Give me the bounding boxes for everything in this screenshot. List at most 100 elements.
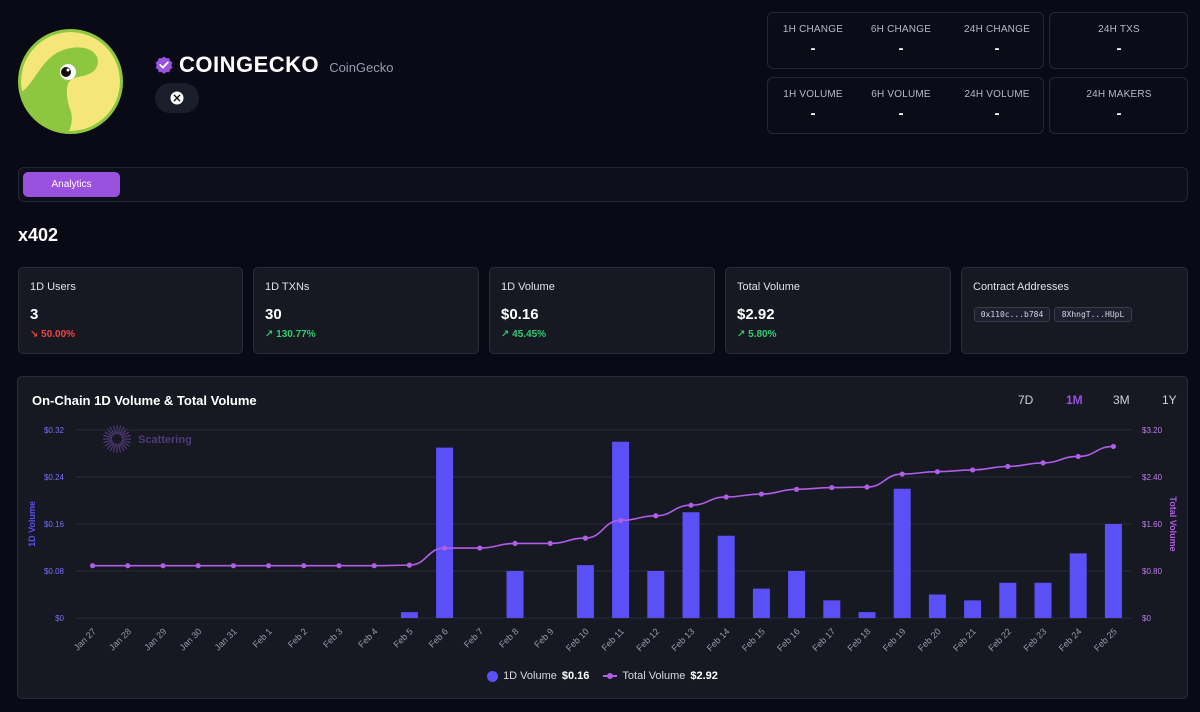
x-tick-label: Feb 5 <box>391 626 414 649</box>
volume-bar <box>893 488 911 618</box>
card-value: 3 <box>30 306 39 323</box>
total-volume-point <box>477 545 483 551</box>
tab-analytics[interactable]: Analytics <box>23 172 120 197</box>
card-title: 1D TXNs <box>265 281 310 293</box>
total-volume-point <box>970 467 976 473</box>
h1-volume-value: - <box>810 105 816 122</box>
range-3m-button[interactable]: 3M <box>1113 393 1130 407</box>
volume-bar <box>788 571 806 618</box>
volume-bar <box>436 447 454 618</box>
range-1m-button[interactable]: 1M <box>1066 393 1083 407</box>
watermark-ray <box>106 442 114 450</box>
h24-volume-label: 24H VOLUME <box>964 89 1030 100</box>
legend-1d-volume[interactable]: 1D Volume $0.16 <box>487 670 589 682</box>
gecko-icon <box>21 32 120 131</box>
total-volume-point <box>1075 453 1081 460</box>
range-1y-button[interactable]: 1Y <box>1162 393 1177 407</box>
watermark-ray <box>121 440 130 447</box>
makers-label: 24H MAKERS <box>1086 89 1152 100</box>
card-title: Contract Addresses <box>973 281 1069 293</box>
x-tick-label: Feb 3 <box>321 626 344 649</box>
h6-change-label: 6H CHANGE <box>870 24 932 35</box>
card-1d-volume: 1D Volume $0.16 ↗ 45.45% <box>489 267 715 354</box>
total-volume-point <box>829 484 835 491</box>
total-volume-point <box>934 469 941 475</box>
watermark-ray <box>121 439 131 444</box>
x-tick-label: Feb 19 <box>881 626 908 653</box>
volume-bar <box>400 612 418 618</box>
volume-bar <box>717 535 735 618</box>
x-tick-label: Feb 23 <box>1022 626 1049 653</box>
watermark-ray <box>104 431 113 438</box>
volume-bar <box>823 600 841 618</box>
total-volume-point <box>1005 463 1011 470</box>
y-axis-left-label: 1D Volume <box>27 501 37 547</box>
x-tick-label: Feb 10 <box>564 626 591 653</box>
total-volume-point <box>266 563 272 569</box>
h6-change-value: - <box>898 40 904 57</box>
legend-dot-icon <box>487 670 499 682</box>
range-7d-button[interactable]: 7D <box>1018 393 1034 407</box>
y-right-tick-label: $0.80 <box>1142 567 1163 576</box>
volume-bar <box>999 582 1017 618</box>
y-left-tick-label: $0.32 <box>44 426 65 435</box>
card-1d-txns: 1D TXNs 30 ↗ 130.77% <box>253 267 479 354</box>
brand-name: COINGECKO <box>179 52 320 77</box>
coingecko-logo <box>18 29 123 134</box>
watermark-ray <box>117 443 122 453</box>
h1-change-value: - <box>810 40 816 57</box>
volume-bar <box>1104 524 1122 618</box>
total-volume-point <box>723 494 729 500</box>
h24-change-label: 24H CHANGE <box>964 24 1030 35</box>
x-tick-label: Feb 20 <box>916 626 943 653</box>
x-tick-label: Feb 9 <box>532 626 555 649</box>
h1-change-label: 1H CHANGE <box>782 24 844 35</box>
h1-volume-label: 1H VOLUME <box>783 89 843 100</box>
watermark-ray <box>121 434 131 439</box>
y-left-tick-label: $0.08 <box>44 567 65 576</box>
x-tick-label: Feb 21 <box>951 626 978 653</box>
x-tick-label: Feb 25 <box>1092 626 1119 653</box>
x-tick-label: Feb 15 <box>740 626 767 653</box>
volume-bar <box>506 571 524 618</box>
y-axis-right-label: Total Volume <box>1168 496 1178 551</box>
total-volume-point <box>758 491 765 497</box>
change-stats: 1H CHANGE - 6H CHANGE - 24H CHANGE - <box>767 12 1044 69</box>
x-tick-label: Jan 27 <box>72 626 98 652</box>
card-change: ↗ 130.77% <box>265 329 316 340</box>
watermark-ray <box>103 439 113 444</box>
total-volume-point <box>794 486 800 492</box>
makers-stats: 24H MAKERS - <box>1049 77 1188 134</box>
watermark-ray <box>109 443 116 452</box>
total-volume-point <box>653 513 659 519</box>
volume-bar <box>576 565 594 618</box>
contract-address-2[interactable]: 8XhngT...HUpL <box>1054 307 1132 322</box>
x-social-button[interactable] <box>155 83 199 113</box>
watermark-ray <box>120 442 128 450</box>
volume-bar <box>1069 553 1087 618</box>
volume-bar <box>752 588 770 618</box>
total-volume-line <box>92 445 1114 567</box>
x-tick-label: Jan 28 <box>107 626 133 652</box>
contract-address-1[interactable]: 0x110c...b784 <box>974 307 1050 322</box>
x-tick-label: Jan 29 <box>142 626 168 652</box>
x-tick-label: Feb 8 <box>497 626 520 649</box>
legend-volume-value: $0.16 <box>561 670 590 682</box>
y-right-tick-label: $0 <box>1142 614 1151 623</box>
x-tick-label: Feb 2 <box>286 626 309 649</box>
txs-label: 24H TXS <box>1098 24 1140 35</box>
x-tick-label: Feb 4 <box>356 626 379 649</box>
x-tick-label: Feb 12 <box>634 626 661 653</box>
brand-subtitle: CoinGecko <box>329 59 394 75</box>
volume-bar <box>858 612 876 618</box>
card-change: ↘ 50.00% <box>30 329 76 340</box>
x-tick-label: Feb 1 <box>251 626 274 649</box>
legend-total-volume[interactable]: Total Volume $2.92 <box>603 670 718 682</box>
card-title: 1D Volume <box>501 281 555 293</box>
watermark-ray <box>118 443 125 452</box>
watermark-ray <box>118 426 125 435</box>
h6-volume-label: 6H VOLUME <box>871 89 931 100</box>
x-tick-label: Feb 14 <box>705 626 732 653</box>
watermark-ray <box>121 431 130 438</box>
scattering-watermark: Scattering <box>103 425 192 453</box>
